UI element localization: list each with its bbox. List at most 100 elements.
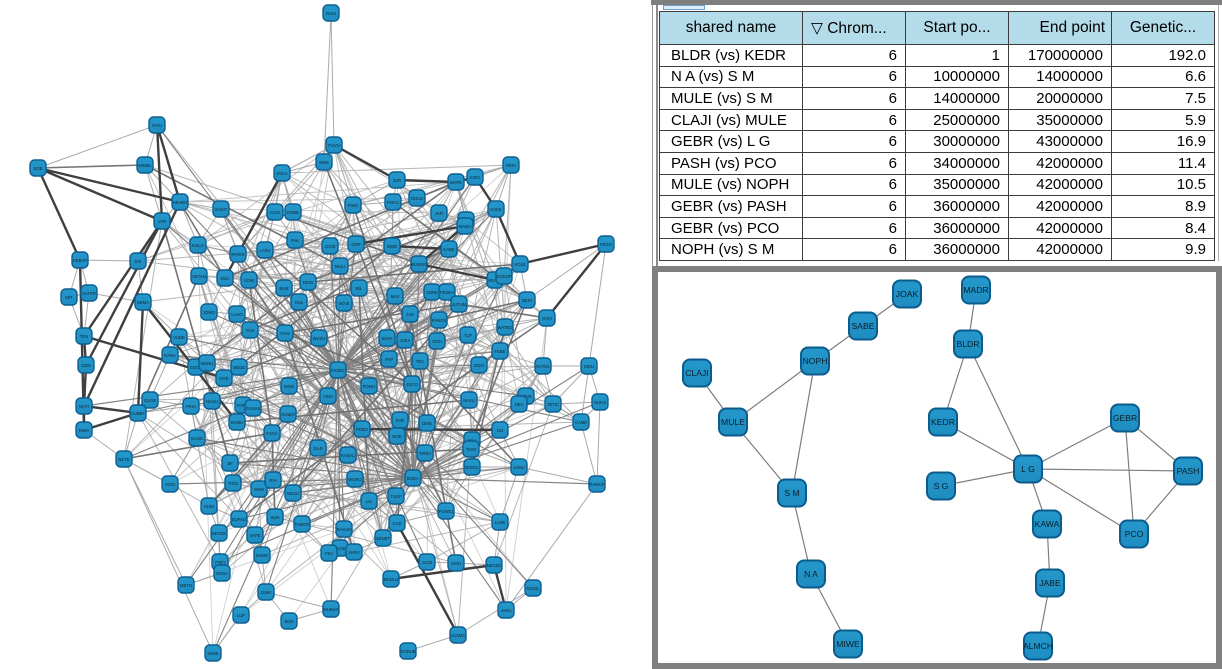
svg-text:SAMO: SAMO (256, 553, 269, 558)
svg-text:PCO: PCO (1125, 529, 1144, 539)
svg-text:KOLO: KOLO (192, 243, 204, 248)
svg-text:GOKOP: GOKOP (496, 274, 512, 279)
svg-text:PASH: PASH (1177, 466, 1200, 476)
svg-text:NETE: NETE (118, 457, 129, 462)
svg-text:REKI: REKI (506, 163, 516, 168)
svg-text:TIREV: TIREV (419, 451, 432, 456)
svg-text:JUTUM: JUTUM (452, 302, 467, 307)
svg-text:MULI: MULI (335, 264, 345, 269)
svg-text:GOP: GOP (351, 242, 361, 247)
svg-text:DOBE: DOBE (287, 210, 299, 215)
svg-text:MAMO: MAMO (458, 224, 472, 229)
svg-text:DOD: DOD (219, 376, 228, 381)
svg-text:JIF: JIF (227, 461, 233, 466)
svg-text:RAWUF: RAWUF (589, 482, 605, 487)
svg-text:JAKU: JAKU (501, 608, 512, 613)
svg-text:FEBE: FEBE (495, 349, 506, 354)
svg-text:N A: N A (804, 569, 818, 579)
svg-text:JACE: JACE (335, 546, 346, 551)
svg-text:FIMO: FIMO (348, 203, 359, 208)
svg-text:WOD: WOD (387, 244, 397, 249)
svg-text:CAKE: CAKE (490, 207, 502, 212)
svg-text:DIDOC: DIDOC (465, 465, 479, 470)
svg-text:FAHI: FAHI (280, 331, 289, 336)
svg-text:TILEP: TILEP (390, 494, 402, 499)
svg-text:GUKO: GUKO (594, 400, 607, 405)
svg-text:MEDE: MEDE (233, 365, 245, 370)
svg-text:SABE: SABE (852, 321, 875, 331)
svg-text:TAWOF: TAWOF (295, 522, 310, 527)
svg-text:CAJI: CAJI (392, 521, 401, 526)
svg-text:GUSAS: GUSAS (246, 406, 261, 411)
svg-text:RUSI: RUSI (326, 11, 336, 16)
svg-text:SIDU: SIDU (584, 364, 594, 369)
svg-text:MIT: MIT (65, 295, 73, 300)
svg-text:L G: L G (1021, 464, 1035, 474)
svg-text:SEMA: SEMA (137, 300, 149, 305)
svg-text:BEDI: BEDI (522, 298, 532, 303)
svg-text:FOFI: FOFI (215, 560, 225, 565)
svg-text:KOVE: KOVE (520, 394, 532, 399)
svg-text:SOB: SOB (34, 166, 43, 171)
svg-text:POCU: POCU (387, 200, 399, 205)
svg-text:FORIT: FORIT (237, 403, 250, 408)
svg-text:VOGI: VOGI (165, 482, 175, 487)
svg-text:LUP: LUP (237, 613, 245, 618)
svg-text:JUCO: JUCO (406, 382, 418, 387)
svg-text:GUGE: GUGE (144, 398, 157, 403)
svg-text:FEGO: FEGO (600, 242, 613, 247)
svg-text:METO: METO (180, 583, 193, 588)
svg-text:BUMU: BUMU (231, 420, 243, 425)
svg-text:PEBO: PEBO (356, 427, 368, 432)
svg-text:BON: BON (284, 619, 293, 624)
svg-text:WATED: WATED (498, 325, 513, 330)
svg-text:FAGA: FAGA (266, 431, 277, 436)
svg-text:PAP: PAP (385, 357, 393, 362)
svg-text:RAKUN: RAKUN (337, 527, 352, 532)
svg-text:DAJI: DAJI (313, 446, 322, 451)
svg-text:NAVU: NAVU (463, 398, 474, 403)
svg-text:GEM: GEM (81, 363, 91, 368)
svg-text:MIWE: MIWE (836, 639, 860, 649)
svg-text:CLAJI: CLAJI (685, 368, 708, 378)
svg-text:NEV: NEV (515, 402, 524, 407)
svg-text:JACE: JACE (422, 560, 433, 565)
svg-text:JOCE: JOCE (324, 244, 335, 249)
svg-text:MAPE: MAPE (450, 180, 462, 185)
svg-text:KEDR: KEDR (931, 417, 955, 427)
svg-text:MUBAG: MUBAG (323, 607, 338, 612)
svg-text:HUWO: HUWO (281, 412, 295, 417)
svg-text:NOPH: NOPH (803, 356, 828, 366)
svg-text:JABE: JABE (1039, 578, 1061, 588)
svg-text:DIJ: DIJ (497, 428, 503, 433)
svg-text:COKI: COKI (470, 175, 480, 180)
svg-text:VETAN: VETAN (192, 274, 206, 279)
svg-text:LIL: LIL (366, 499, 372, 504)
svg-text:LASU: LASU (260, 248, 271, 253)
svg-text:MAV: MAV (391, 294, 400, 299)
svg-text:FAR: FAR (396, 418, 404, 423)
svg-text:MULE: MULE (721, 417, 745, 427)
svg-text:GIVU: GIVU (152, 123, 162, 128)
svg-text:BAM: BAM (279, 286, 289, 291)
svg-text:VUBEF: VUBEF (131, 411, 145, 416)
svg-text:CAME: CAME (575, 420, 587, 425)
svg-text:NOSA: NOSA (216, 571, 228, 576)
svg-text:RIMA: RIMA (79, 428, 90, 433)
svg-text:NOD: NOD (392, 434, 401, 439)
svg-text:PANOS: PANOS (432, 318, 447, 323)
svg-text:FUWEJ: FUWEJ (439, 509, 453, 514)
svg-text:JUKA: JUKA (400, 338, 411, 343)
svg-text:VAR: VAR (158, 219, 166, 224)
svg-text:SOLA: SOLA (276, 171, 287, 176)
svg-text:DOSI: DOSI (474, 363, 484, 368)
svg-text:NOGIL: NOGIL (526, 586, 540, 591)
svg-text:SENET: SENET (376, 536, 390, 541)
svg-text:PIHA: PIHA (186, 404, 196, 409)
svg-text:WUSU: WUSU (313, 336, 326, 341)
svg-text:SUVA: SUVA (381, 336, 392, 341)
svg-text:SUN: SUN (271, 515, 280, 520)
svg-text:WOB: WOB (284, 384, 294, 389)
svg-text:NATOL: NATOL (536, 364, 550, 369)
svg-text:VUBE: VUBE (173, 335, 185, 340)
